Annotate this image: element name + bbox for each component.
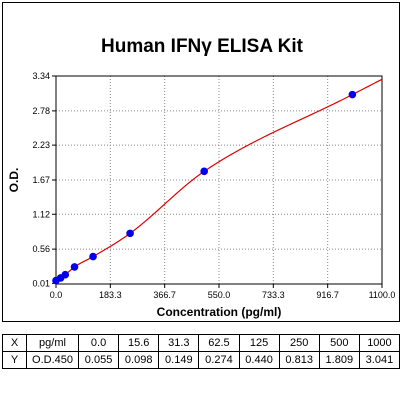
table-cell: 125 [238, 334, 280, 352]
table-cell: 0.149 [158, 351, 200, 369]
x-tick-label: 1100.0 [369, 290, 396, 300]
table-cell: 500 [318, 334, 360, 352]
y-tick-label: 1.67 [32, 175, 50, 185]
y-tick-label: 3.34 [32, 71, 50, 81]
x-tick-label: 183.3 [99, 290, 122, 300]
table-cell: 0.055 [77, 351, 120, 369]
table-cell: 3.041 [358, 351, 401, 369]
y-axis-label: O.D. [7, 168, 21, 193]
data-point [348, 90, 357, 99]
table-row-y: Y O.D.450 0.055 0.098 0.149 0.274 0.440 … [2, 351, 401, 369]
table-cell: 1.809 [318, 351, 360, 369]
table-row-x: X pg/ml 0.0 15.6 31.3 62.5 125 250 500 1… [2, 334, 401, 352]
table-cell: 0.0 [77, 334, 120, 352]
table-cell: O.D.450 [26, 351, 79, 369]
data-point [200, 167, 208, 176]
table-cell: 31.3 [158, 334, 200, 352]
y-tick-label: 1.12 [32, 209, 50, 219]
x-tick-label: 0.0 [50, 290, 63, 300]
chart-frame [2, 2, 400, 322]
table-cell: pg/ml [26, 334, 79, 352]
plot-area: 0.0 183.3 366.7 550.0 733.3 916.7 1100.0 0.01 0.… [7, 71, 396, 319]
data-point [61, 270, 70, 279]
table-cell: 0.274 [198, 351, 240, 369]
data-table: X pg/ml 0.0 15.6 31.3 62.5 125 250 500 1… [2, 334, 401, 369]
table-cell: 15.6 [118, 334, 160, 352]
data-point [126, 229, 134, 238]
table-cell: 0.813 [278, 351, 320, 369]
fit-curve [55, 78, 383, 282]
chart-title: Human IFNγ ELISA Kit [101, 36, 303, 57]
table-cell: 0.440 [238, 351, 280, 369]
y-tick-label: 0.01 [32, 278, 50, 288]
y-tick-label: 2.78 [32, 106, 50, 116]
x-tick-label: 366.7 [153, 290, 176, 300]
x-tick-label: 550.0 [208, 290, 231, 300]
y-tick-label: 0.56 [32, 244, 50, 254]
table-cell: X [2, 334, 27, 352]
x-tick-label: 916.7 [316, 290, 339, 300]
data-point [70, 263, 79, 271]
y-tick-label: 2.23 [32, 140, 50, 150]
x-axis-label: Concentration (pg/ml) [157, 305, 282, 319]
data-point [89, 252, 97, 261]
table-cell: 250 [278, 334, 320, 352]
table-cell: Y [2, 351, 27, 369]
table-cell: 62.5 [198, 334, 240, 352]
table-cell: 0.098 [118, 351, 160, 369]
table-cell: 1000 [358, 334, 401, 352]
x-tick-label: 733.3 [262, 290, 285, 300]
